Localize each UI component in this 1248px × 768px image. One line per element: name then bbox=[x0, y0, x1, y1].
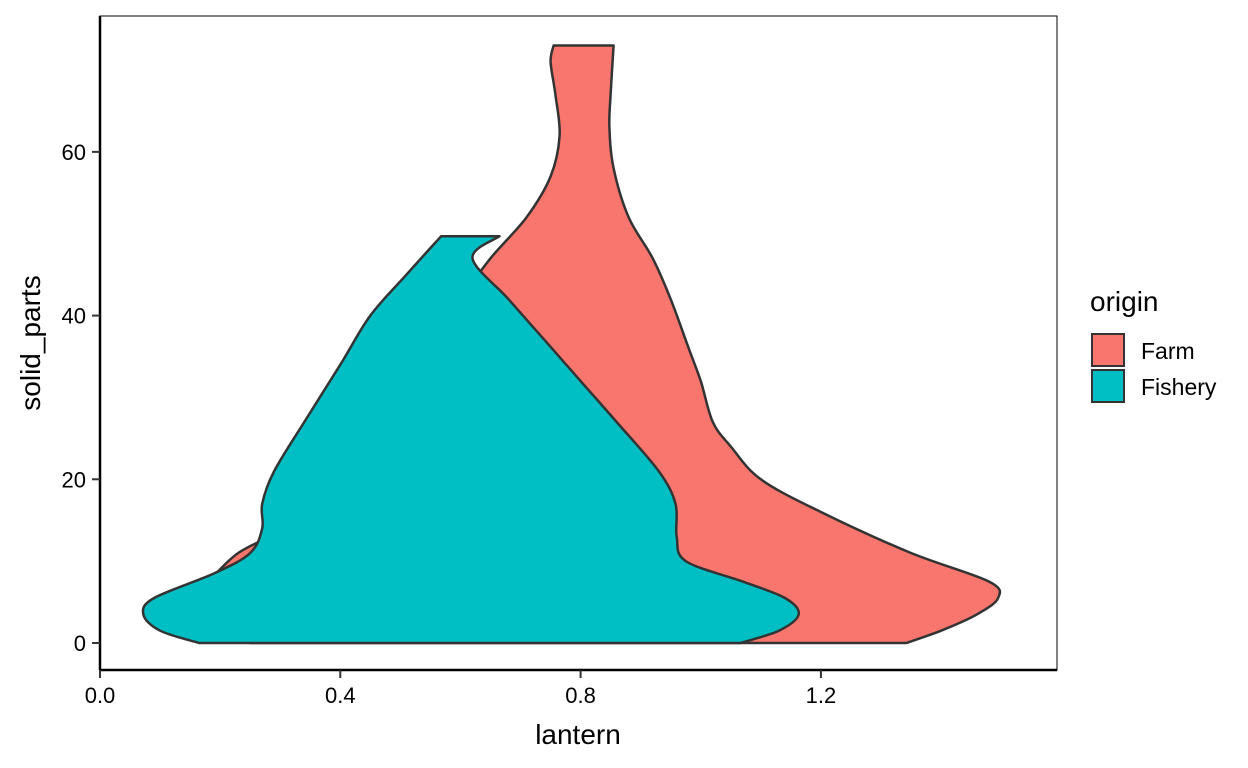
legend-label-fishery: Fishery bbox=[1141, 374, 1217, 400]
legend-key-farm bbox=[1091, 333, 1125, 367]
x-tick-label: 1.2 bbox=[806, 683, 837, 708]
legend-title: origin bbox=[1090, 286, 1158, 317]
y-ticks: 0 20 40 60 bbox=[62, 140, 100, 656]
y-tick-label: 0 bbox=[74, 631, 86, 656]
x-tick-label: 0.4 bbox=[325, 683, 356, 708]
legend-key-fishery bbox=[1091, 369, 1125, 403]
x-tick-label: 0.8 bbox=[565, 683, 596, 708]
y-axis-title: solid_parts bbox=[15, 275, 46, 410]
violin-fishery bbox=[141, 234, 801, 645]
x-tick-label: 0.0 bbox=[85, 683, 116, 708]
legend-label-farm: Farm bbox=[1141, 338, 1195, 364]
x-ticks: 0.0 0.4 0.8 1.2 bbox=[85, 670, 836, 708]
y-tick-label: 60 bbox=[62, 140, 86, 165]
legend: origin Farm Fishery bbox=[1090, 286, 1217, 403]
y-tick-label: 20 bbox=[62, 467, 86, 492]
violins-layer bbox=[141, 44, 1002, 645]
x-axis-title: lantern bbox=[535, 719, 621, 750]
y-tick-label: 40 bbox=[62, 304, 86, 329]
